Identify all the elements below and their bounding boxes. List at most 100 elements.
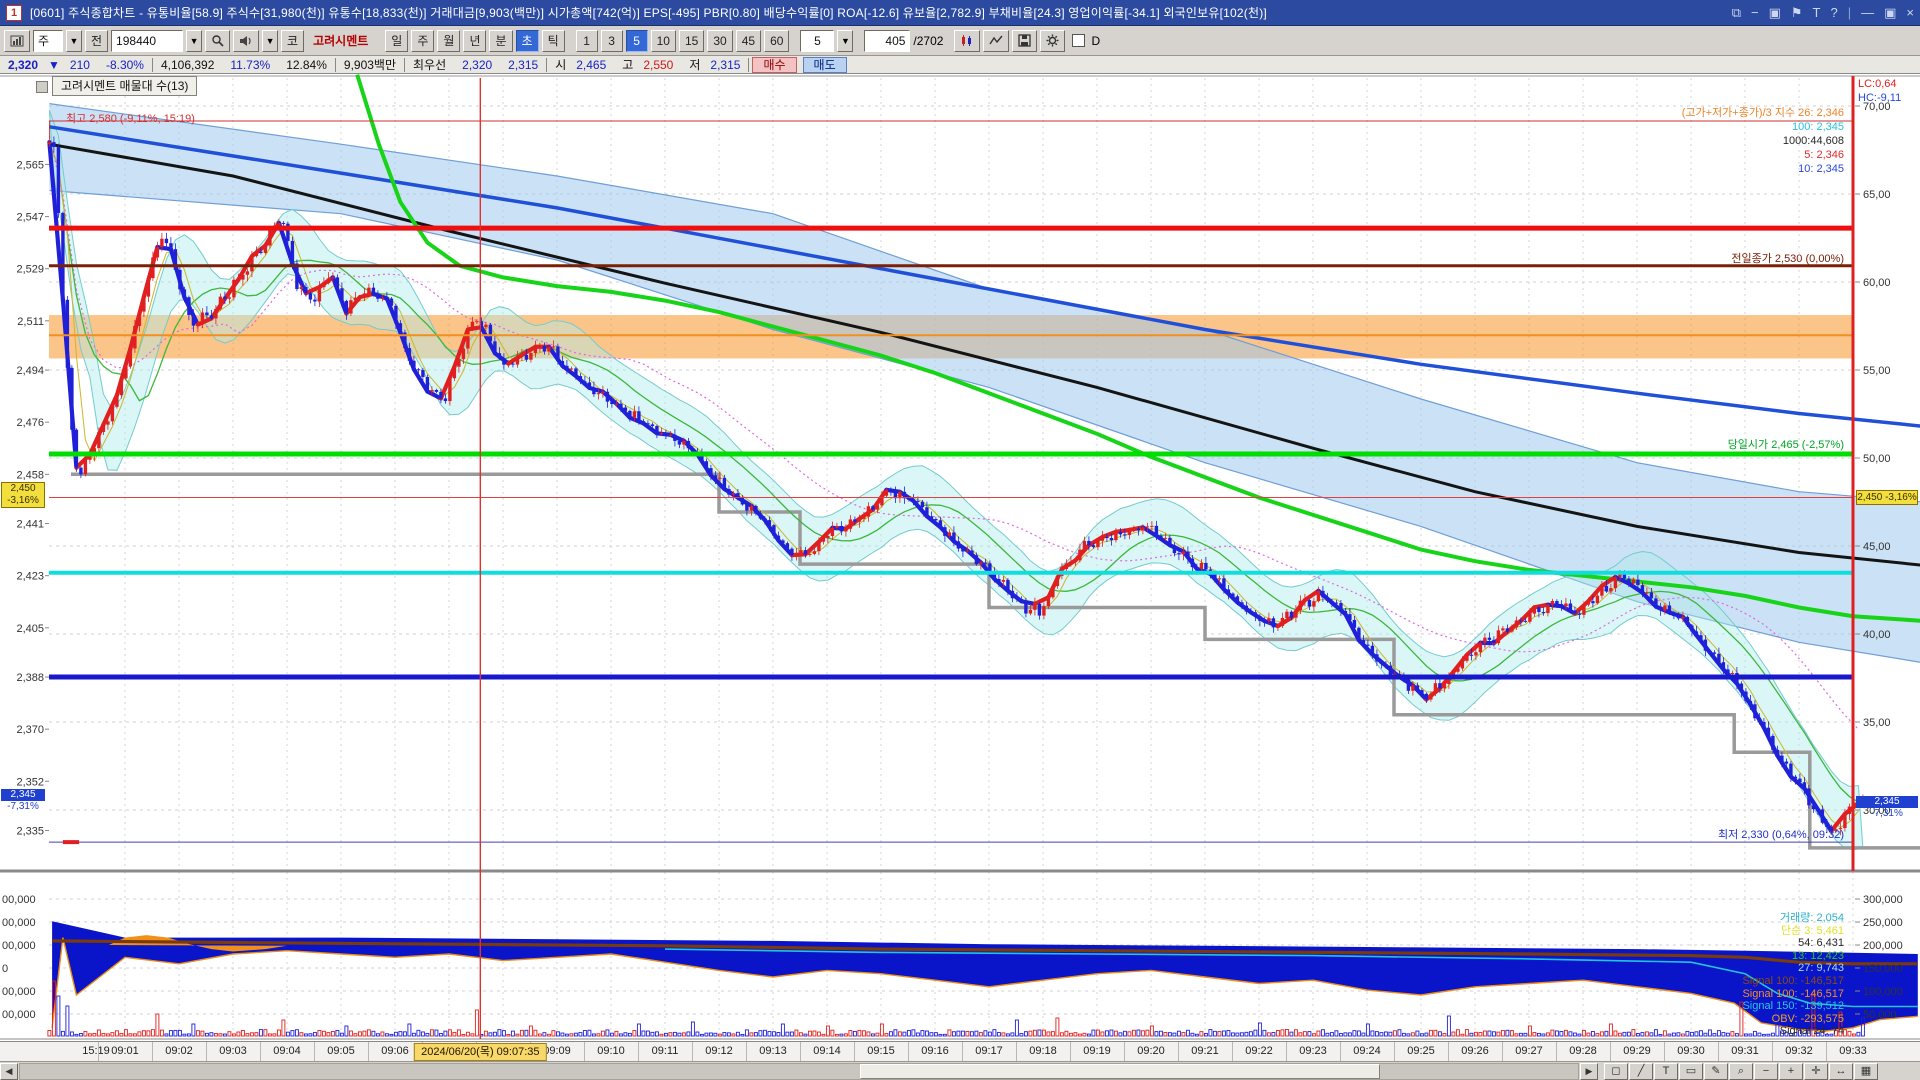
tool-pan-icon[interactable]: ↔ bbox=[1829, 1062, 1853, 1080]
interval-1-button[interactable]: 1 bbox=[575, 29, 598, 52]
ma-legend-item: 1000:44,608 bbox=[1782, 135, 1844, 147]
time-axis-tick bbox=[1448, 1042, 1449, 1062]
asset-type-select[interactable]: 주 bbox=[33, 29, 63, 52]
tool-text-icon[interactable]: T bbox=[1654, 1062, 1678, 1080]
price-change-pct: -8.30% bbox=[105, 57, 144, 72]
line-style-icon[interactable] bbox=[983, 29, 1010, 52]
volume-legend-item: 54: 6,431 bbox=[1798, 937, 1844, 950]
gear-icon[interactable] bbox=[1040, 29, 1066, 52]
volume-legend-item: 단순 3: 5,461 bbox=[1780, 924, 1844, 937]
rollup-icon[interactable]: − bbox=[1750, 5, 1759, 20]
time-axis-tick bbox=[1016, 1042, 1017, 1062]
code-toggle-button[interactable]: 코 bbox=[281, 29, 305, 52]
svg-text:30,00: 30,00 bbox=[1863, 805, 1891, 817]
chart-menu-button[interactable] bbox=[4, 29, 30, 52]
interval-45-button[interactable]: 45 bbox=[735, 29, 762, 52]
interval-select-arrow-icon[interactable]: ▼ bbox=[837, 29, 854, 52]
tool-draw-icon[interactable]: ✎ bbox=[1704, 1062, 1728, 1080]
svg-text:65,00: 65,00 bbox=[1863, 189, 1891, 201]
tool-shape-icon[interactable]: ▭ bbox=[1679, 1062, 1703, 1080]
tool-zoom-icon[interactable]: ⌕ bbox=[1729, 1062, 1753, 1080]
candle-style-icon[interactable] bbox=[954, 29, 981, 52]
ma-blue bbox=[49, 125, 1920, 428]
time-axis-tick bbox=[1826, 1042, 1827, 1062]
text-tool-icon[interactable]: T bbox=[1812, 5, 1821, 20]
tool-trendline-icon[interactable]: ╱ bbox=[1629, 1062, 1653, 1080]
period-week-button[interactable]: 주 bbox=[411, 29, 435, 52]
search-icon[interactable] bbox=[205, 29, 231, 52]
svg-text:60,00: 60,00 bbox=[1863, 277, 1891, 289]
interval-select[interactable]: 5 bbox=[800, 29, 835, 52]
period-year-button[interactable]: 년 bbox=[463, 29, 487, 52]
tool-select-icon[interactable]: ◻ bbox=[1604, 1062, 1628, 1080]
interval-15-button[interactable]: 15 bbox=[678, 29, 705, 52]
svg-text:00,000: 00,000 bbox=[2, 894, 36, 906]
crosshair-time-badge: 2024/06/20(목) 09:07:35 bbox=[414, 1043, 547, 1061]
panel-title[interactable]: 고려시멘트 매물대 수(13) bbox=[52, 76, 198, 96]
svg-text:150,000: 150,000 bbox=[1863, 963, 1903, 975]
cascade-icon[interactable]: ⧉ bbox=[1731, 4, 1741, 20]
alert-price-badge-left: 2,450 -3,16% bbox=[1, 482, 45, 508]
period-tick-button[interactable]: 틱 bbox=[541, 29, 565, 52]
current-price: 2,320 bbox=[8, 57, 39, 72]
volume-legend-item: 27: 9,743 bbox=[1798, 962, 1844, 975]
scroll-left-arrow[interactable]: ◀ bbox=[0, 1062, 18, 1080]
period-day-button[interactable]: 일 bbox=[385, 29, 409, 52]
save-icon[interactable] bbox=[1012, 29, 1038, 52]
interval-30-button[interactable]: 30 bbox=[707, 29, 733, 52]
volume-bars bbox=[47, 980, 1865, 1037]
time-axis-label: 09:03 bbox=[219, 1045, 247, 1057]
stock-code-arrow-icon[interactable]: ▼ bbox=[186, 29, 203, 52]
time-axis-label: 09:15 bbox=[867, 1045, 895, 1057]
d-checkbox[interactable] bbox=[1072, 34, 1086, 47]
tool-zoom-in-icon[interactable]: + bbox=[1779, 1062, 1803, 1080]
close-button[interactable]: × bbox=[1906, 5, 1914, 20]
help-icon[interactable]: ? bbox=[1830, 5, 1838, 20]
interval-60-button[interactable]: 60 bbox=[764, 29, 790, 52]
price-change: 210 bbox=[69, 57, 90, 72]
svg-text:2,511: 2,511 bbox=[17, 316, 44, 328]
period-second-button[interactable]: 초 bbox=[515, 29, 539, 52]
window-titlebar: 1 [0601] 주식종합차트 - 유통비율[58.9] 주식수[31,980(… bbox=[0, 0, 1920, 26]
minimize-button[interactable]: — bbox=[1861, 5, 1875, 20]
pin-icon[interactable]: ⚑ bbox=[1790, 4, 1803, 20]
interval-5-button[interactable]: 5 bbox=[625, 29, 648, 52]
time-axis-label: 09:12 bbox=[705, 1045, 733, 1057]
time-axis-label: 09:14 bbox=[813, 1045, 841, 1057]
stock-code-input[interactable]: 198440 bbox=[111, 29, 184, 52]
period-minute-button[interactable]: 분 bbox=[489, 29, 513, 52]
tool-zoom-out-icon[interactable]: − bbox=[1754, 1062, 1778, 1080]
volume-legend-item: Signal 150: -139,512 bbox=[1742, 1000, 1844, 1013]
asset-type-arrow-icon[interactable]: ▼ bbox=[66, 29, 82, 52]
time-axis-tick bbox=[1772, 1042, 1773, 1062]
svg-text:2,529: 2,529 bbox=[16, 264, 44, 276]
sound-icon[interactable] bbox=[233, 29, 260, 52]
scroll-right-arrow[interactable]: ▶ bbox=[1580, 1062, 1598, 1080]
copy-window-icon[interactable]: ▣ bbox=[1768, 4, 1781, 20]
sound-arrow-icon[interactable]: ▼ bbox=[262, 29, 279, 52]
period-month-button[interactable]: 월 bbox=[437, 29, 461, 52]
buy-button[interactable]: 매수 bbox=[752, 56, 797, 73]
chart-scrollbar[interactable] bbox=[19, 1062, 1579, 1080]
restore-button[interactable]: ▣ bbox=[1884, 4, 1897, 20]
time-axis-label: 09:30 bbox=[1677, 1045, 1705, 1057]
interval-3-button[interactable]: 3 bbox=[600, 29, 623, 52]
tool-crosshair-icon[interactable]: ✛ bbox=[1804, 1062, 1828, 1080]
bar-total-label: /2702 bbox=[913, 33, 944, 48]
chart-canvas[interactable]: 2,565 2,547 2,529 2,511 2,494 2,476 2,458 2,441… bbox=[0, 74, 1920, 1041]
bar-count-field[interactable]: 405 bbox=[864, 29, 911, 52]
svg-text:50,000: 50,000 bbox=[1863, 1009, 1897, 1021]
svg-text:70,00: 70,00 bbox=[1863, 101, 1891, 113]
candles bbox=[47, 121, 1865, 836]
panel-grid-icon[interactable] bbox=[36, 81, 48, 93]
sell-button[interactable]: 매도 bbox=[802, 56, 847, 73]
scrollbar-thumb[interactable] bbox=[860, 1063, 1380, 1079]
interval-10-button[interactable]: 10 bbox=[650, 29, 676, 52]
time-axis-tick bbox=[638, 1042, 639, 1062]
bottom-scroll-row: ◀ ▶ ◻ ╱ T ▭ ✎ ⌕ − + ✛ ↔ ▦ bbox=[0, 1061, 1920, 1080]
prev-stock-button[interactable]: 전 bbox=[85, 29, 109, 52]
down-arrow-icon: ▼ bbox=[48, 57, 60, 72]
high-annotation: 최고 2,580 (-9,11%, 15:19) bbox=[66, 113, 195, 125]
time-axis-tick bbox=[1394, 1042, 1395, 1062]
tool-grid-icon[interactable]: ▦ bbox=[1854, 1062, 1878, 1080]
